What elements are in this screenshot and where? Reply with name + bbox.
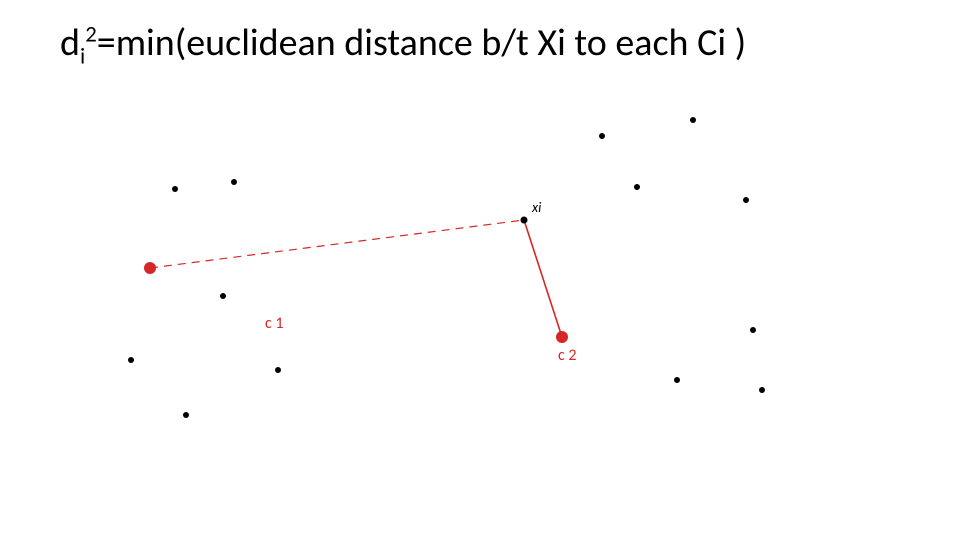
points-layer [128,117,765,418]
data-point [556,331,568,343]
data-point [759,387,765,393]
title-var-base: d [60,20,80,66]
diagram-plot: xi c 1 c 2 [60,100,880,500]
data-point [690,117,696,123]
data-point [231,179,237,185]
point-label: xi [531,199,542,216]
data-point [144,262,156,274]
data-point [674,377,680,383]
title-var-sup: 2 [85,20,97,48]
data-point [743,197,749,203]
labels-layer: xi c 1 c 2 [265,199,577,365]
title-formula: di2=min(euclidean distance b/t Xi to eac… [60,20,746,71]
distance-line [524,220,562,337]
centroid-label: c 1 [265,314,284,333]
distance-line [150,220,524,268]
data-point [275,367,281,373]
data-point [220,293,226,299]
data-point [183,412,189,418]
data-point [634,184,640,190]
title-rest: =min(euclidean distance b/t Xi to each C… [97,20,746,66]
data-point [172,186,178,192]
centroid-label: c 2 [558,346,577,365]
data-point [750,327,756,333]
lines-layer [150,220,562,337]
slide: di2=min(euclidean distance b/t Xi to eac… [0,0,960,540]
data-point [599,133,605,139]
data-point [128,357,134,363]
data-point [521,217,528,224]
